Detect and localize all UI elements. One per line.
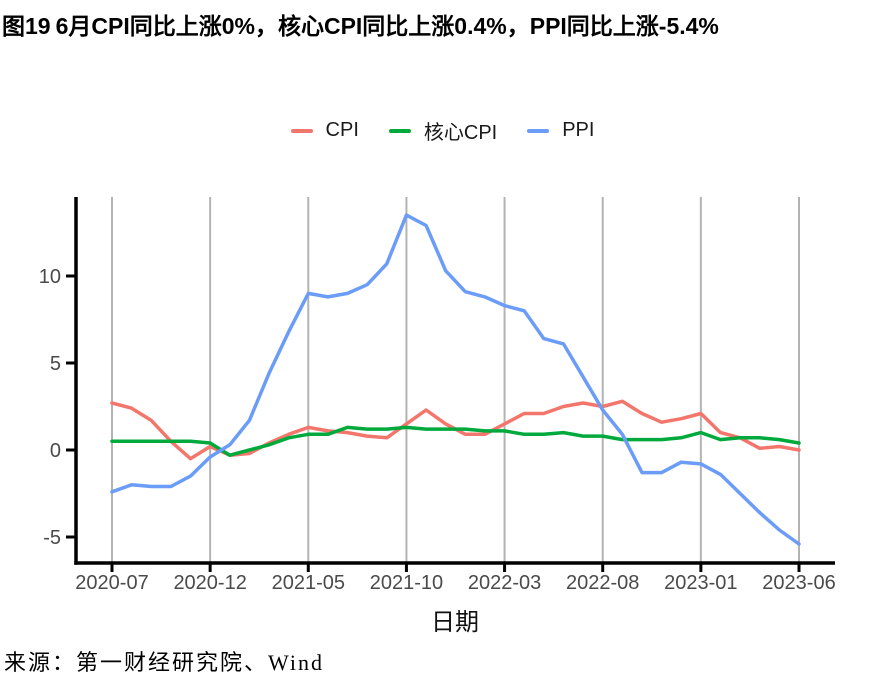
x-tick-label: 2023-06 <box>762 572 835 594</box>
axis-layer <box>66 197 835 572</box>
x-tick-label: 2020-07 <box>75 572 148 594</box>
legend-label-core-cpi: 核心CPI <box>423 122 498 144</box>
tick-label-layer: 10 5 0 -5 2020-07 2020-12 2021-05 2021-10 2022-0… <box>39 266 836 594</box>
x-tick-label: 2022-08 <box>566 572 639 594</box>
line-chart: 10 5 0 -5 2020-07 2020-12 2021-05 2021-10 2022-0… <box>39 197 836 636</box>
x-tick-label: 2022-03 <box>468 572 541 594</box>
cpi-line-swatch-icon <box>290 128 313 133</box>
ppi-line-swatch-icon <box>527 128 550 133</box>
ppi-line <box>110 213 801 546</box>
x-tick-label: 2020-12 <box>173 572 246 594</box>
y-tick-label: 5 <box>50 353 61 375</box>
legend-item-core-cpi: 核心CPI <box>388 116 498 145</box>
y-tick-label: 10 <box>39 266 61 288</box>
legend-label-cpi: CPI <box>325 119 359 141</box>
x-axis-title: 日期 <box>431 609 479 636</box>
figure-number: 图19 <box>2 13 51 39</box>
series-layer <box>110 213 801 546</box>
y-tick-label: -5 <box>43 527 61 549</box>
figure-title-text: 6月CPI同比上涨0%，核心CPI同比上涨0.4%，PPI同比上涨-5.4% <box>55 13 719 39</box>
legend-item-cpi: CPI <box>290 119 359 142</box>
source-note: 来源：第一财经研究院、Wind <box>4 650 324 675</box>
core-cpi-line <box>110 425 801 457</box>
figure-title: 图19 6月CPI同比上涨0%，核心CPI同比上涨0.4%，PPI同比上涨-5.4… <box>0 8 885 45</box>
x-tick-label: 2021-10 <box>370 572 443 594</box>
gridline-layer <box>111 197 800 563</box>
legend-label-ppi: PPI <box>562 119 595 141</box>
x-tick-label: 2023-01 <box>664 572 737 594</box>
chart-legend: CPI 核心CPI PPI <box>0 116 885 145</box>
x-tick-label: 2021-05 <box>272 572 345 594</box>
legend-item-ppi: PPI <box>527 119 594 142</box>
y-tick-label: 0 <box>50 440 61 462</box>
core-cpi-line-swatch-icon <box>388 128 411 133</box>
